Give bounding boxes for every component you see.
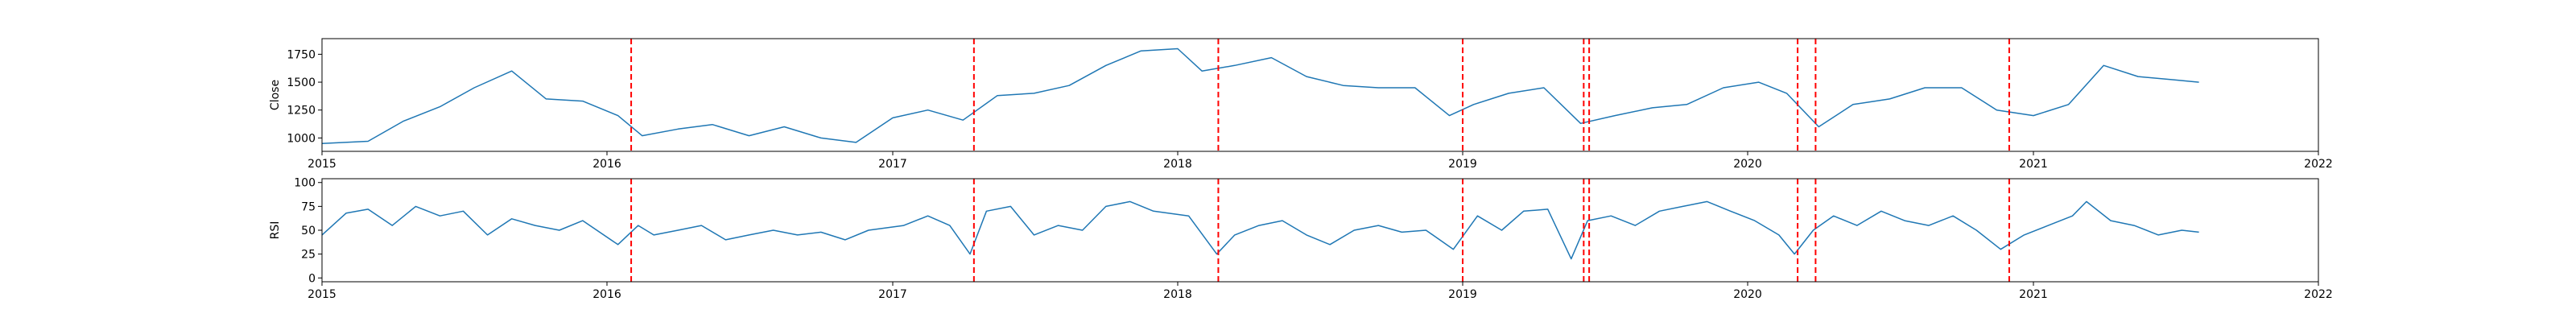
close-x-tick-label-7: 2022 (2304, 158, 2333, 171)
close-x-tick-label-5: 2020 (1733, 158, 1762, 171)
close-x-tick-label-2: 2017 (878, 158, 907, 171)
rsi-x-tick-label-0: 2015 (308, 288, 336, 301)
rsi-x-tick-label-4: 2019 (1448, 288, 1477, 301)
rsi-y-tick-label-4: 100 (294, 177, 316, 190)
rsi-y-tick-label-2: 50 (301, 225, 316, 237)
close-chart-panel: 2015 2016 2017 2018 2019 2020 2021 2022 1000 1250… (269, 38, 2333, 171)
rsi-x-tick-label-6: 2021 (2019, 288, 2048, 301)
rsi-y-tick-label-1: 25 (301, 249, 316, 262)
rsi-series-line-0 (321, 200, 2199, 260)
rsi-x-tick-label-1: 2016 (592, 288, 621, 301)
rsi-chart-panel: 2015 2016 2017 2018 2019 2020 2021 2022 0 25 50 75 1… (269, 177, 2333, 301)
rsi-axes-frame (321, 178, 2319, 283)
rsi-y-axis-title: RSI (269, 221, 282, 240)
close-y-tick-label-2: 1500 (287, 76, 316, 89)
rsi-y-tick-label-0: 0 (308, 272, 316, 285)
close-axes-frame (321, 38, 2319, 152)
close-y-tick-label-1: 1250 (287, 105, 316, 118)
rsi-y-tick-label-3: 75 (301, 200, 316, 213)
close-x-tick-label-4: 2019 (1448, 158, 1477, 171)
rsi-x-tick-label-5: 2020 (1733, 288, 1762, 301)
close-x-tick-label-6: 2021 (2019, 158, 2048, 171)
close-series-line-0 (321, 47, 2199, 145)
close-y-tick-label-0: 1000 (287, 132, 316, 145)
rsi-x-tick-label-3: 2018 (1163, 288, 1192, 301)
close-x-tick-label-0: 2015 (308, 158, 336, 171)
rsi-x-tick-label-7: 2022 (2304, 288, 2333, 301)
close-y-tick-label-3: 1750 (287, 48, 316, 61)
close-y-axis-title: Close (269, 80, 282, 110)
close-x-tick-label-1: 2016 (592, 158, 621, 171)
rsi-x-tick-label-2: 2017 (878, 288, 907, 301)
close-x-tick-label-3: 2018 (1163, 158, 1192, 171)
